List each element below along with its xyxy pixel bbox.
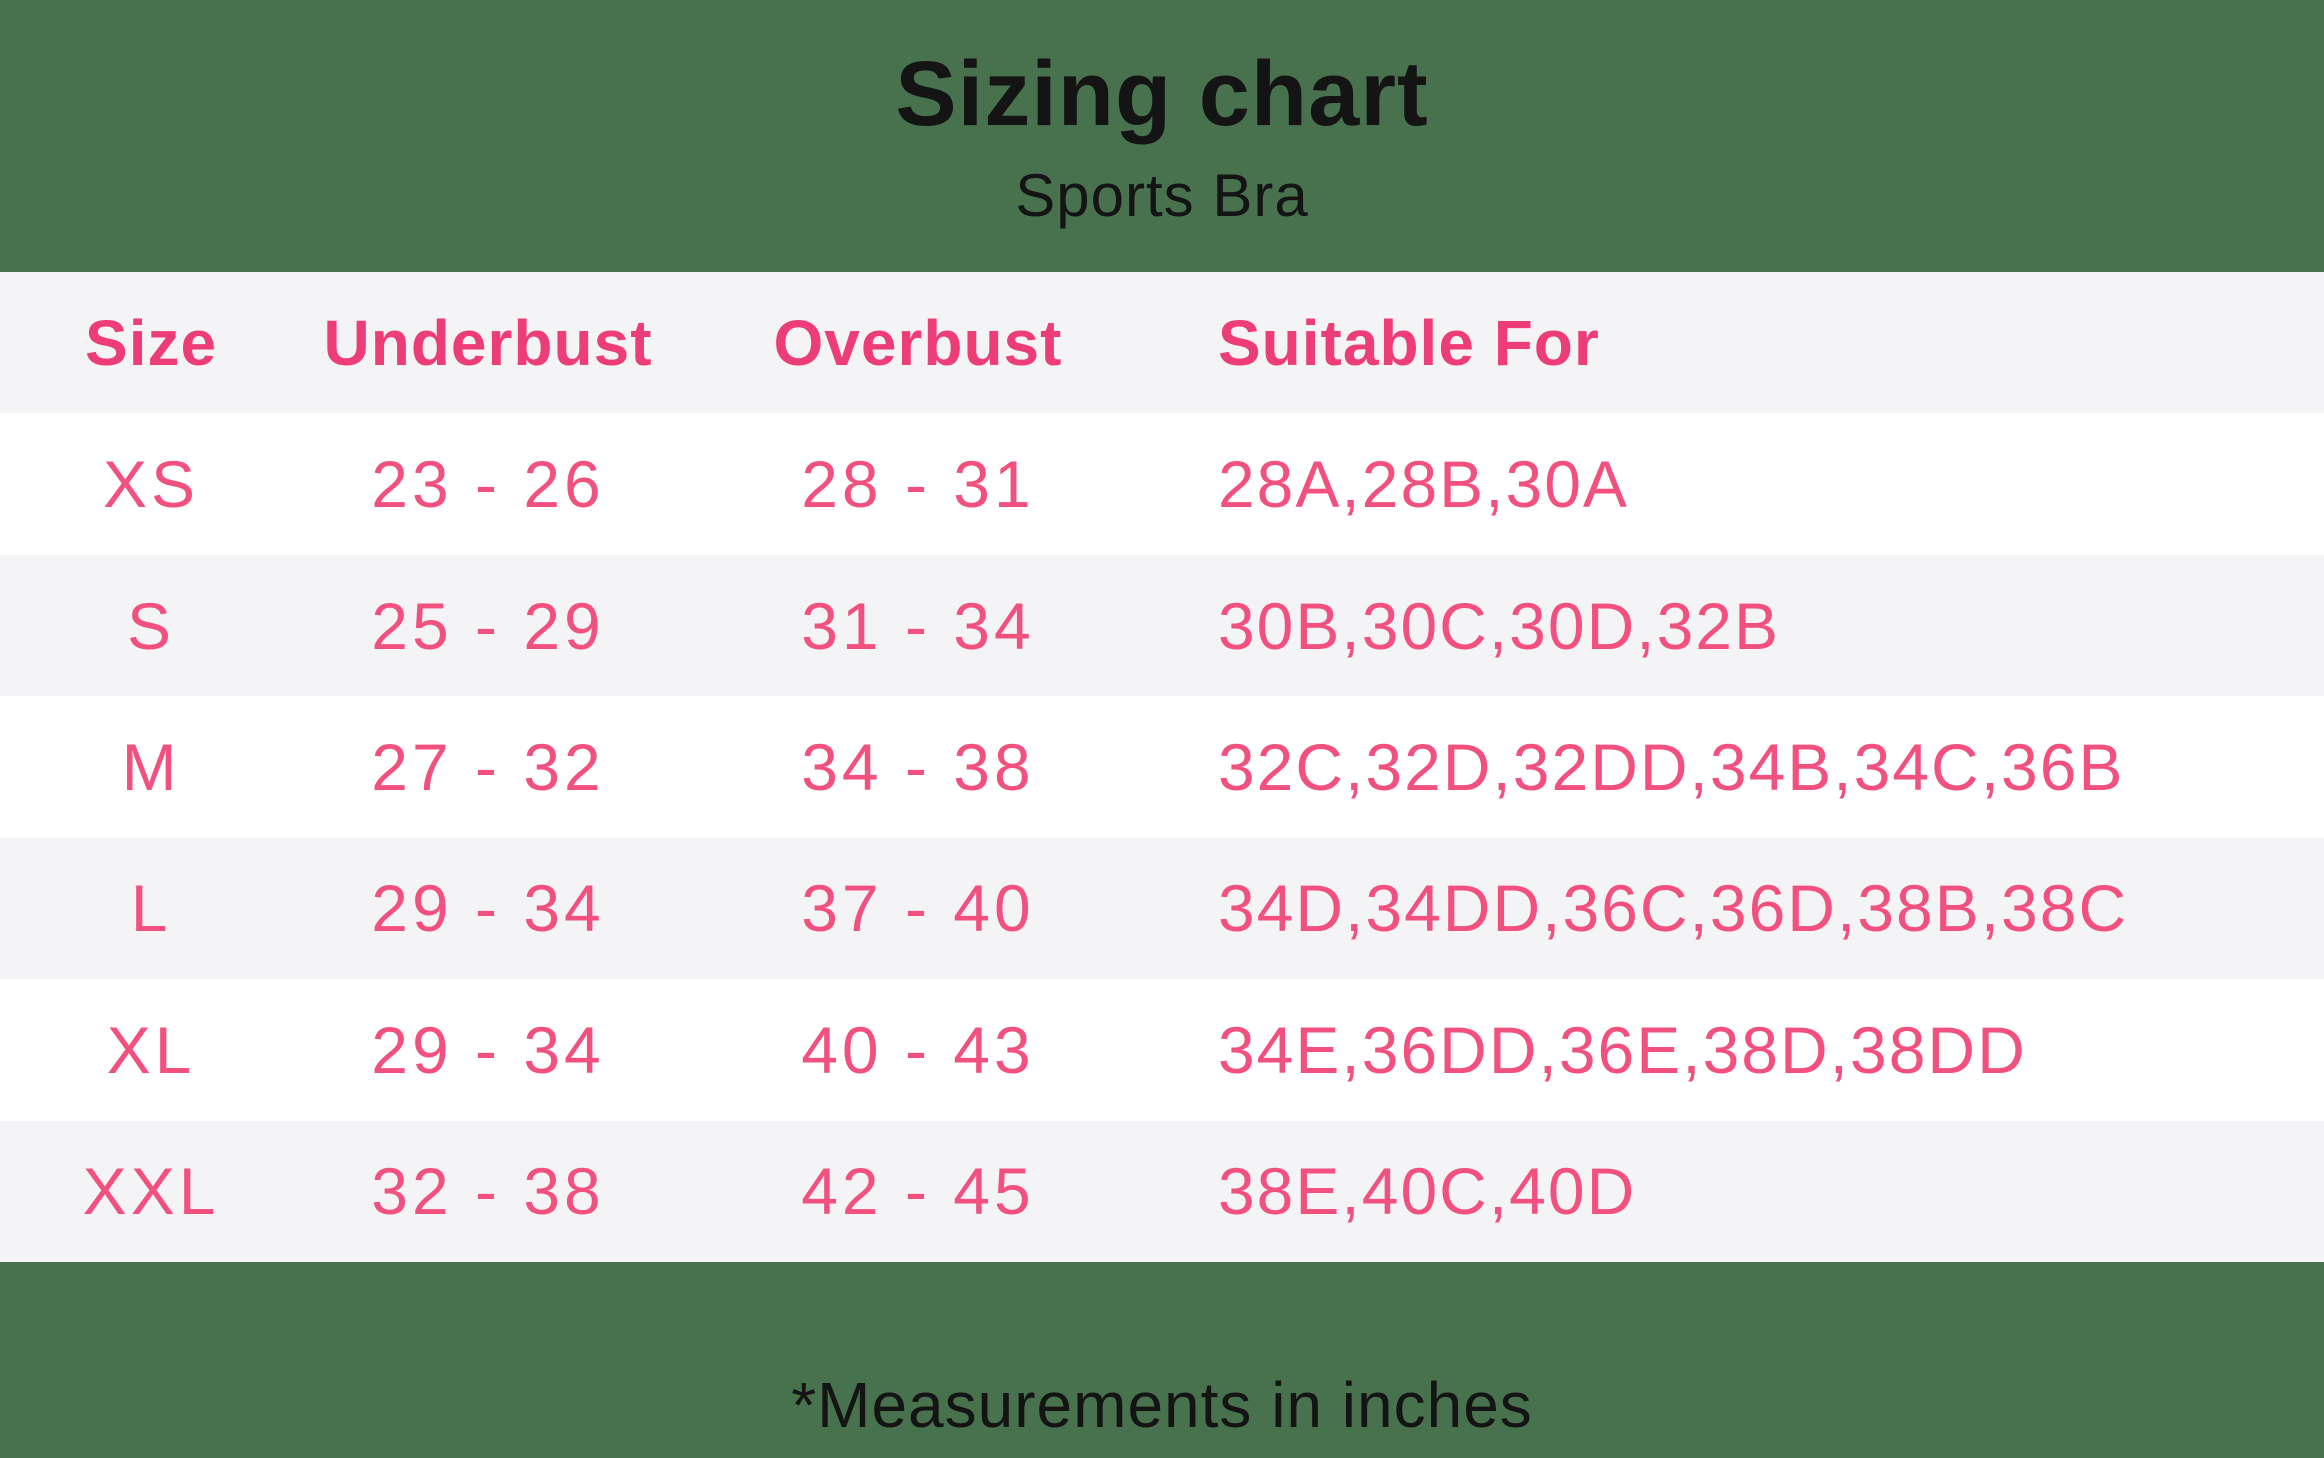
table-header-row: Size Underbust Overbust Suitable For: [0, 272, 2324, 414]
cell-suitable-for: 32C,32D,32DD,34B,34C,36B: [1217, 729, 2125, 804]
cell-size: L: [130, 871, 172, 946]
table-row: M 27 - 32 34 - 38 32C,32D,32DD,34B,34C,36B: [0, 696, 2324, 838]
header-cell-underbust: Underbust: [323, 306, 653, 379]
header-cell-size: Size: [85, 306, 218, 379]
cell-size: XXL: [82, 1154, 220, 1229]
cell-overbust: 34 - 38: [801, 729, 1035, 804]
sizing-table: Size Underbust Overbust Suitable For XS 23 - …: [0, 272, 2324, 1262]
title-block: Sizing chart Sports Bra: [0, 0, 2324, 272]
table-row: XXL 32 - 38 42 - 45 38E,40C,40D: [0, 1120, 2324, 1262]
header-cell-overbust: Overbust: [773, 306, 1063, 379]
measurements-footnote: *Measurements in inches: [791, 1369, 1533, 1441]
footer-block: *Measurements in inches: [0, 1262, 2324, 1458]
cell-underbust: 32 - 38: [371, 1154, 605, 1229]
cell-size: M: [121, 729, 181, 804]
cell-suitable-for: 38E,40C,40D: [1217, 1154, 1637, 1229]
header-cell-suitable-for: Suitable For: [1217, 306, 1600, 379]
table-row: XL 29 - 34 40 - 43 34E,36DD,36E,38D,38DD: [0, 979, 2324, 1121]
cell-suitable-for: 34E,36DD,36E,38D,38DD: [1217, 1012, 2027, 1087]
cell-suitable-for: 30B,30C,30D,32B: [1217, 588, 1780, 663]
cell-size: XS: [103, 447, 200, 522]
cell-overbust: 37 - 40: [801, 871, 1035, 946]
cell-underbust: 29 - 34: [371, 1012, 605, 1087]
cell-underbust: 27 - 32: [371, 729, 605, 804]
table-row: S 25 - 29 31 - 34 30B,30C,30D,32B: [0, 554, 2324, 697]
cell-size: S: [127, 588, 176, 663]
cell-underbust: 29 - 34: [371, 871, 605, 946]
table-row: L 29 - 34 37 - 40 34D,34DD,36C,36D,38B,38C: [0, 837, 2324, 980]
cell-overbust: 28 - 31: [801, 447, 1035, 522]
cell-suitable-for: 34D,34DD,36C,36D,38B,38C: [1217, 871, 2129, 946]
table-row: XS 23 - 26 28 - 31 28A,28B,30A: [0, 413, 2324, 555]
page-title: Sizing chart: [895, 42, 1429, 145]
cell-size: XL: [106, 1012, 196, 1087]
cell-overbust: 31 - 34: [801, 588, 1035, 663]
cell-underbust: 23 - 26: [371, 447, 605, 522]
cell-overbust: 42 - 45: [801, 1154, 1035, 1229]
page-subtitle: Sports Bra: [1015, 162, 1309, 230]
cell-underbust: 25 - 29: [371, 588, 605, 663]
cell-suitable-for: 28A,28B,30A: [1217, 447, 1629, 522]
cell-overbust: 40 - 43: [801, 1012, 1035, 1087]
